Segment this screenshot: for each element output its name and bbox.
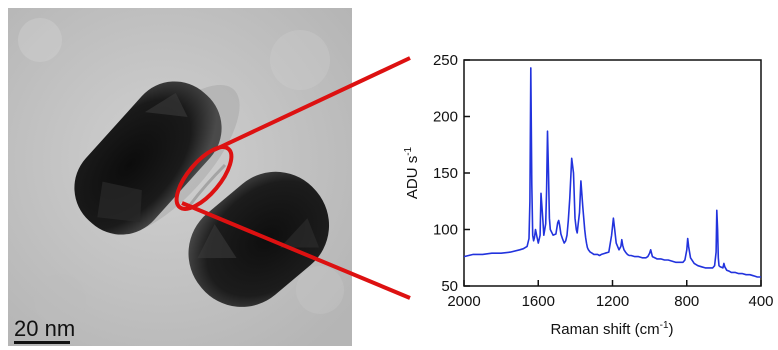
x-tick-label: 1200	[596, 293, 629, 310]
x-axis-ticks: 2000 1600 1200 800 400	[447, 280, 774, 310]
y-axis-ticks: 50 100 150 200 250	[433, 52, 470, 295]
tem-micrograph: 20 nm	[8, 8, 352, 346]
scale-bar-label: 20 nm	[14, 316, 75, 341]
nanoparticle-upper	[74, 81, 222, 235]
spectrum-series-line	[463, 67, 761, 278]
x-tick-label: 2000	[447, 293, 480, 310]
nanoparticle-lower	[188, 171, 330, 307]
y-tick-label: 150	[433, 165, 458, 182]
y-tick-label: 100	[433, 222, 458, 239]
x-tick-label: 400	[748, 293, 773, 310]
callout-line-lower	[181, 201, 411, 300]
scale-bar	[14, 341, 70, 344]
x-axis-label: Raman shift (cm-1)	[550, 320, 673, 338]
raman-spectrum-chart: 50 100 150 200 250 2000 1600 1200 800 400 Raman …	[403, 52, 774, 338]
y-tick-label: 200	[433, 109, 458, 126]
callout-ellipse	[174, 145, 234, 211]
callout-line-upper	[213, 56, 411, 152]
particle-junction	[188, 163, 227, 206]
y-tick-label: 250	[433, 52, 458, 69]
x-tick-label: 800	[674, 293, 699, 310]
micrograph-noise	[18, 18, 344, 326]
y-axis-label: ADU s-1	[403, 146, 421, 199]
y-tick-label: 50	[441, 278, 458, 295]
callout	[174, 56, 411, 300]
x-tick-label: 1600	[522, 293, 555, 310]
